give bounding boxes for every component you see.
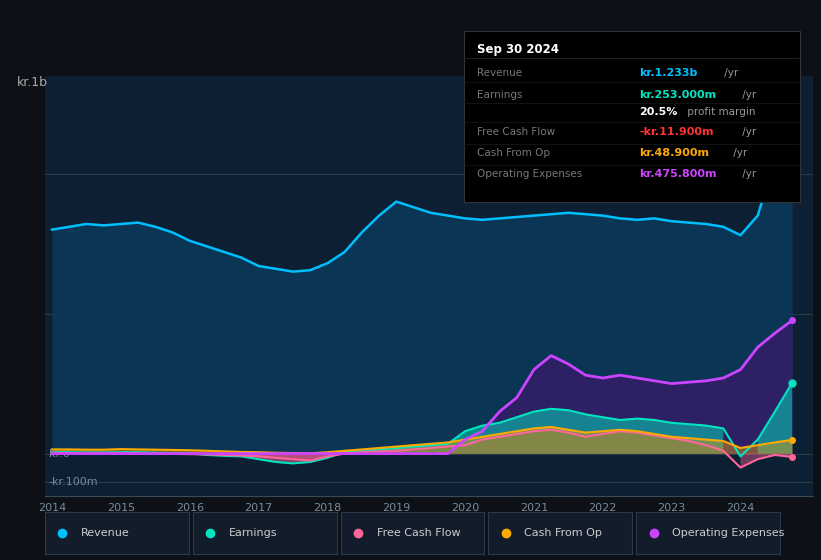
Text: kr.253.000m: kr.253.000m — [639, 90, 716, 100]
Text: Free Cash Flow: Free Cash Flow — [477, 127, 556, 137]
Text: /yr: /yr — [739, 169, 756, 179]
Text: Cash From Op: Cash From Op — [477, 148, 550, 158]
Text: Free Cash Flow: Free Cash Flow — [377, 529, 461, 538]
Text: Cash From Op: Cash From Op — [525, 529, 603, 538]
Text: Earnings: Earnings — [229, 529, 277, 538]
Text: kr.1.233b: kr.1.233b — [639, 68, 697, 78]
Text: /yr: /yr — [739, 127, 756, 137]
Text: kr.0: kr.0 — [48, 449, 69, 459]
Text: Revenue: Revenue — [81, 529, 130, 538]
Text: kr.1b: kr.1b — [16, 76, 48, 88]
Text: /yr: /yr — [721, 68, 738, 78]
Text: 20.5%: 20.5% — [639, 107, 677, 117]
Text: kr.48.900m: kr.48.900m — [639, 148, 709, 158]
Text: Sep 30 2024: Sep 30 2024 — [477, 43, 559, 56]
Text: /yr: /yr — [730, 148, 747, 158]
Text: Operating Expenses: Operating Expenses — [672, 529, 785, 538]
Text: Revenue: Revenue — [477, 68, 522, 78]
Text: profit margin: profit margin — [685, 107, 756, 117]
Text: Earnings: Earnings — [477, 90, 523, 100]
FancyBboxPatch shape — [464, 31, 800, 202]
Text: -kr.11.900m: -kr.11.900m — [639, 127, 713, 137]
Text: kr.475.800m: kr.475.800m — [639, 169, 717, 179]
Text: Operating Expenses: Operating Expenses — [477, 169, 583, 179]
Text: -kr.100m: -kr.100m — [48, 477, 99, 487]
Text: /yr: /yr — [739, 90, 756, 100]
